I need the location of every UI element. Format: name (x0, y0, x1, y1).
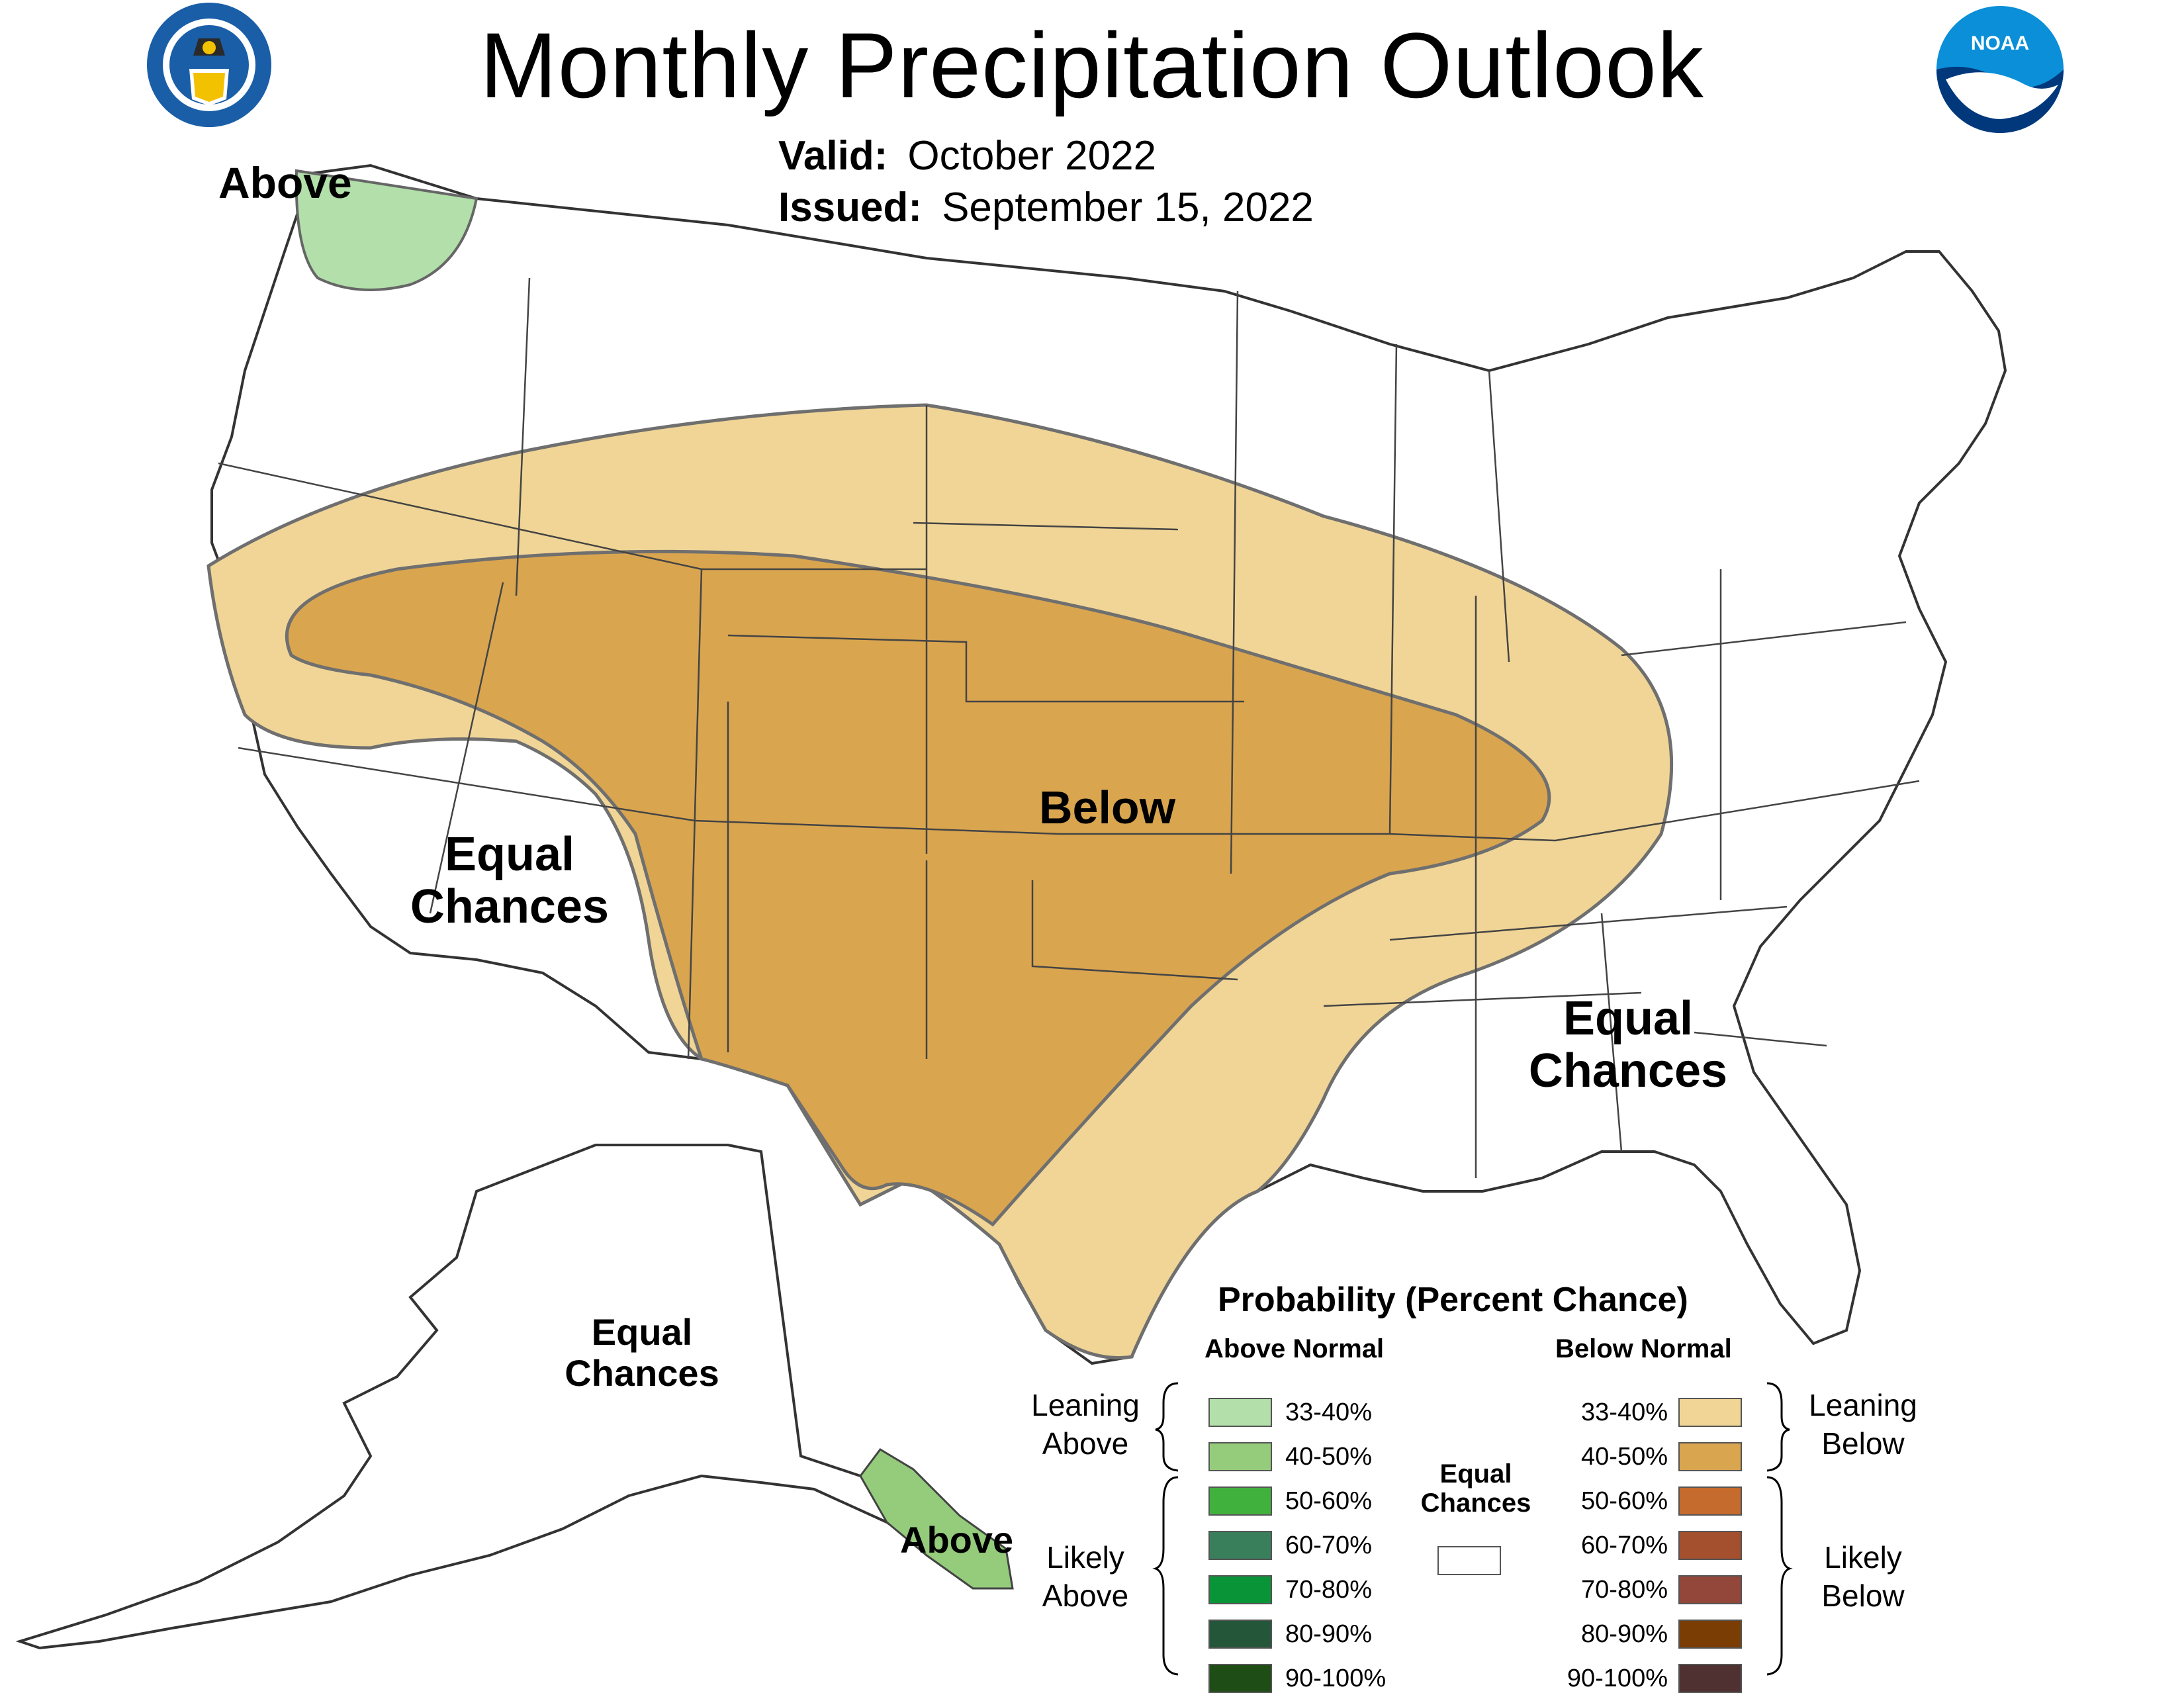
legend-above-header: Above Normal (1205, 1334, 1385, 1363)
west-ec-line2: Chances (410, 880, 610, 934)
legend-above-swatch (1208, 1664, 1272, 1693)
legend-ec-line2: Chances (1420, 1488, 1531, 1518)
noaa-logo: NOAA (1936, 6, 2064, 133)
valid-row: Valid: October 2022 (778, 132, 1156, 179)
legend-below-swatch (1678, 1531, 1742, 1560)
pnw-above-label: Above (218, 158, 352, 207)
east-ec-line1: Equal (1563, 992, 1694, 1045)
legend-above-swatch (1208, 1398, 1272, 1427)
alaska-outline (15, 1144, 1009, 1650)
legend-below-swatch (1678, 1575, 1742, 1604)
state-boundaries (218, 277, 1920, 1178)
legend-below-pct: 90-100% (1567, 1665, 1668, 1692)
ak-ec-line1: Equal (591, 1311, 693, 1353)
east-equal-chances-label: Equal Chances (1516, 992, 1741, 1098)
below-label: Below (1039, 782, 1176, 833)
likely-above-line1: Likely (1046, 1540, 1124, 1575)
legend-below-pct: 33-40% (1581, 1398, 1668, 1426)
noaa-logo-text: NOAA (1971, 32, 2029, 54)
leaning-above-label: Leaning Above (1013, 1387, 1158, 1463)
alaska-equal-chances-label: Equal Chances (549, 1312, 735, 1393)
legend-below-pct: 70-80% (1581, 1576, 1668, 1604)
legend-above-pct: 70-80% (1285, 1576, 1372, 1604)
legend-above-pct: 33-40% (1285, 1398, 1372, 1426)
legend-below-swatch (1678, 1664, 1742, 1693)
legend-above-pct: 90-100% (1285, 1665, 1387, 1692)
legend-ec-line1: Equal (1439, 1459, 1512, 1488)
likely-above-line2: Above (1042, 1578, 1129, 1613)
above-braces (1152, 1382, 1179, 1676)
issued-label: Issued: (778, 185, 923, 230)
legend-above-pct: 60-70% (1285, 1532, 1372, 1559)
ak-above-label: Above (900, 1519, 1014, 1561)
valid-value: October 2022 (907, 133, 1157, 179)
legend-ec-label: Equal Chances (1410, 1459, 1542, 1518)
leaning-below-label: Leaning Below (1790, 1387, 1936, 1463)
page-title: Monthly Precipitation Outlook (480, 13, 1704, 117)
legend-ec-swatch (1437, 1546, 1501, 1575)
legend-below-swatch (1678, 1487, 1742, 1516)
valid-label: Valid: (778, 133, 888, 179)
legend-below-swatch (1678, 1620, 1742, 1649)
legend-below-pct: 50-60% (1581, 1487, 1668, 1515)
ak-panhandle-above-area (859, 1448, 1014, 1590)
ak-ec-line2: Chances (565, 1351, 719, 1394)
legend-above-swatch (1208, 1487, 1272, 1516)
legend-below-header: Below Normal (1555, 1334, 1732, 1363)
legend-title: Probability (Percent Chance) (1218, 1281, 1688, 1319)
likely-above-label: Likely Above (1013, 1539, 1158, 1615)
legend-above-pct: 50-60% (1285, 1487, 1372, 1515)
east-ec-line2: Chances (1528, 1044, 1728, 1098)
legend-below-pct: 60-70% (1581, 1532, 1668, 1559)
west-equal-chances-label: Equal Chances (397, 828, 622, 934)
pnw-above-area (295, 169, 478, 291)
legend-above-pct: 80-90% (1285, 1620, 1372, 1648)
below-braces (1766, 1382, 1793, 1676)
leaning-below-line1: Leaning (1809, 1388, 1917, 1422)
issued-value: September 15, 2022 (942, 185, 1314, 230)
legend-below-pct: 80-90% (1581, 1620, 1668, 1648)
likely-below-line1: Likely (1824, 1540, 1902, 1575)
likely-below-line2: Below (1821, 1578, 1905, 1613)
legend-below-swatch (1678, 1398, 1742, 1427)
leaning-above-line1: Leaning (1031, 1388, 1140, 1422)
legend-above-pct: 40-50% (1285, 1443, 1372, 1471)
legend-above-swatch (1208, 1442, 1272, 1471)
leaning-below-line2: Below (1821, 1426, 1905, 1461)
legend-below-pct: 40-50% (1581, 1443, 1668, 1471)
issued-row: Issued: September 15, 2022 (778, 184, 1314, 231)
legend-above-swatch (1208, 1620, 1272, 1649)
legend-above-swatch (1208, 1575, 1272, 1604)
legend-below-swatch (1678, 1442, 1742, 1471)
likely-below-label: Likely Below (1790, 1539, 1936, 1615)
doc-seal-logo (147, 3, 271, 127)
leaning-above-line2: Above (1042, 1426, 1129, 1461)
west-ec-line1: Equal (444, 828, 575, 881)
legend-above-swatch (1208, 1531, 1272, 1560)
